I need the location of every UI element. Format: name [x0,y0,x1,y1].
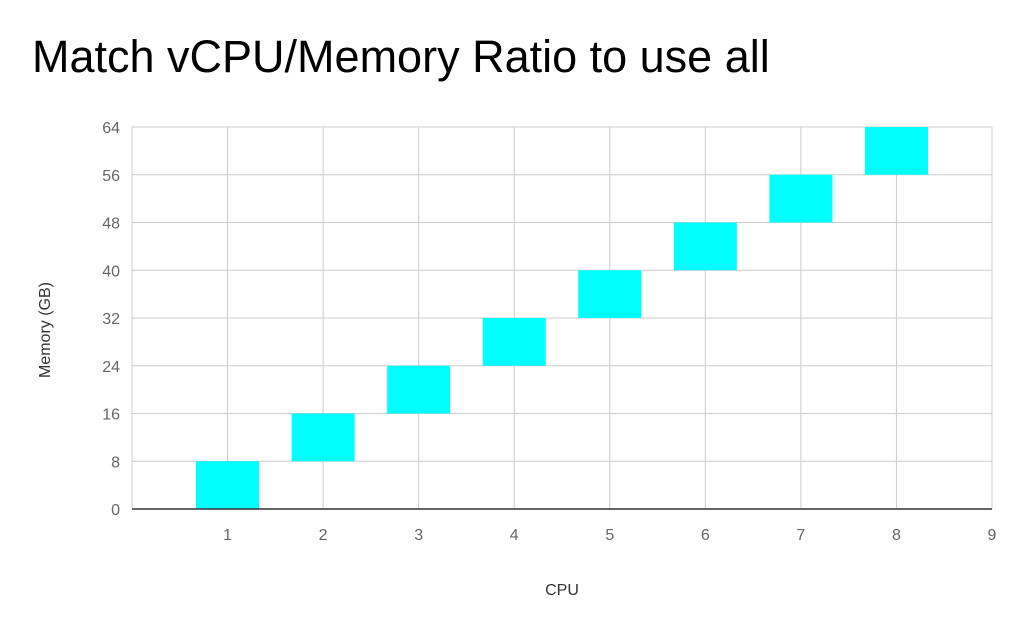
y-tick-label: 64 [102,120,120,137]
data-bars [196,127,928,509]
x-tick-label: 7 [796,527,805,544]
y-tick-label: 40 [102,263,120,280]
chart-title: Match vCPU/Memory Ratio to use all [32,31,770,82]
data-bar [482,318,546,366]
x-tick-label: 3 [414,527,423,544]
data-bar [578,270,642,318]
data-bar [864,127,928,175]
data-bar [291,413,355,462]
x-tick-label: 5 [605,527,614,544]
y-tick-label: 0 [111,502,120,519]
data-bar [196,461,260,509]
data-bar [673,222,737,271]
grid-lines [131,126,993,509]
x-tick-label: 2 [319,527,328,544]
y-tick-label: 48 [102,216,120,233]
x-tick-label: 1 [223,527,232,544]
x-tick-label: 9 [988,527,997,544]
y-axis-label: Memory (GB) [37,282,54,378]
data-bar [769,174,833,223]
x-tick-label: 4 [510,527,519,544]
x-tick-label: 8 [892,527,901,544]
x-axis-label: CPU [545,582,579,599]
x-tick-label: 6 [701,527,710,544]
y-tick-label: 24 [102,359,120,376]
y-tick-label: 56 [102,168,120,185]
data-bar [387,365,451,414]
y-tick-label: 16 [102,407,120,424]
y-tick-label: 32 [102,311,120,328]
y-tick-label: 8 [111,454,120,471]
